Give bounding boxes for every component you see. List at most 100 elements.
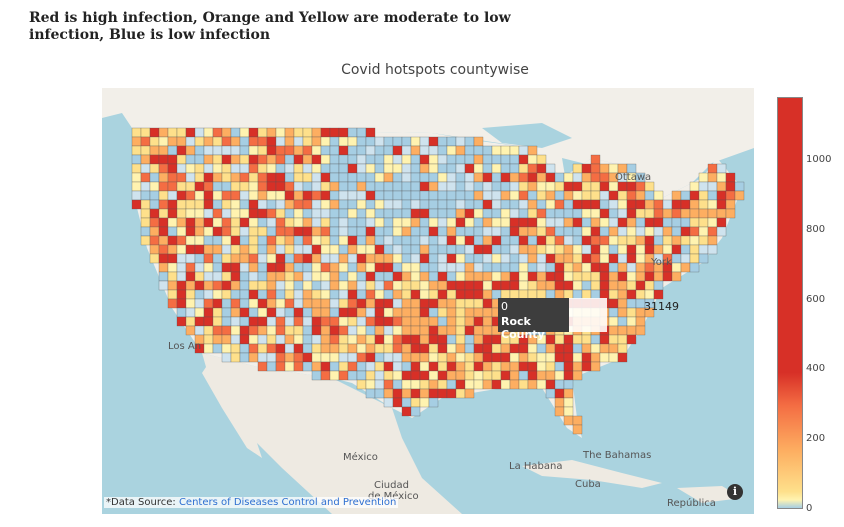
- county-cell[interactable]: [554, 244, 565, 255]
- county-cell[interactable]: [275, 325, 286, 336]
- county-cell[interactable]: [455, 172, 466, 183]
- county-cell[interactable]: [176, 253, 187, 264]
- county-cell[interactable]: [419, 163, 430, 174]
- county-cell[interactable]: [365, 280, 376, 291]
- county-cell[interactable]: [212, 271, 223, 282]
- county-cell[interactable]: [167, 271, 178, 282]
- county-cell[interactable]: [446, 289, 457, 300]
- county-cell[interactable]: [410, 235, 421, 246]
- county-cell[interactable]: [194, 316, 205, 327]
- county-cell[interactable]: [617, 289, 628, 300]
- county-cell[interactable]: [365, 361, 376, 372]
- county-cell[interactable]: [356, 298, 367, 309]
- county-cell[interactable]: [500, 217, 511, 228]
- county-cell[interactable]: [212, 343, 223, 354]
- county-cell[interactable]: [437, 379, 448, 390]
- county-cell[interactable]: [428, 163, 439, 174]
- county-cell[interactable]: [212, 307, 223, 318]
- county-cell[interactable]: [437, 334, 448, 345]
- county-cell[interactable]: [365, 352, 376, 363]
- county-cell[interactable]: [509, 253, 520, 264]
- county-cell[interactable]: [158, 208, 169, 219]
- county-cell[interactable]: [356, 154, 367, 165]
- county-cell[interactable]: [131, 163, 142, 174]
- county-cell[interactable]: [554, 280, 565, 291]
- county-cell[interactable]: [590, 226, 601, 237]
- county-cell[interactable]: [527, 262, 538, 273]
- county-cell[interactable]: [590, 163, 601, 174]
- county-cell[interactable]: [545, 199, 556, 210]
- county-cell[interactable]: [455, 145, 466, 156]
- county-cell[interactable]: [401, 199, 412, 210]
- county-cell[interactable]: [446, 226, 457, 237]
- county-cell[interactable]: [455, 226, 466, 237]
- county-cell[interactable]: [509, 271, 520, 282]
- county-cell[interactable]: [626, 271, 637, 282]
- county-cell[interactable]: [410, 397, 421, 408]
- county-cell[interactable]: [293, 316, 304, 327]
- county-cell[interactable]: [140, 127, 151, 138]
- county-cell[interactable]: [491, 280, 502, 291]
- county-cell[interactable]: [509, 352, 520, 363]
- county-cell[interactable]: [257, 235, 268, 246]
- county-cell[interactable]: [221, 244, 232, 255]
- county-cell[interactable]: [437, 181, 448, 192]
- county-cell[interactable]: [185, 316, 196, 327]
- county-cell[interactable]: [383, 370, 394, 381]
- county-cell[interactable]: [482, 145, 493, 156]
- county-cell[interactable]: [410, 316, 421, 327]
- county-cell[interactable]: [293, 307, 304, 318]
- county-cell[interactable]: [482, 208, 493, 219]
- county-cell[interactable]: [293, 199, 304, 210]
- county-cell[interactable]: [338, 181, 349, 192]
- county-cell[interactable]: [563, 379, 574, 390]
- county-cell[interactable]: [428, 361, 439, 372]
- county-cell[interactable]: [347, 289, 358, 300]
- county-cell[interactable]: [626, 325, 637, 336]
- county-cell[interactable]: [311, 262, 322, 273]
- county-cell[interactable]: [410, 199, 421, 210]
- county-cell[interactable]: [392, 271, 403, 282]
- county-cell[interactable]: [716, 208, 727, 219]
- county-cell[interactable]: [473, 271, 484, 282]
- county-cell[interactable]: [194, 280, 205, 291]
- county-cell[interactable]: [401, 244, 412, 255]
- county-cell[interactable]: [131, 127, 142, 138]
- county-cell[interactable]: [365, 379, 376, 390]
- county-cell[interactable]: [437, 235, 448, 246]
- county-cell[interactable]: [392, 262, 403, 273]
- county-cell[interactable]: [374, 316, 385, 327]
- county-cell[interactable]: [266, 361, 277, 372]
- county-cell[interactable]: [554, 172, 565, 183]
- county-cell[interactable]: [284, 208, 295, 219]
- county-cell[interactable]: [203, 154, 214, 165]
- county-cell[interactable]: [635, 190, 646, 201]
- county-cell[interactable]: [410, 154, 421, 165]
- county-cell[interactable]: [437, 325, 448, 336]
- county-cell[interactable]: [203, 253, 214, 264]
- county-cell[interactable]: [581, 361, 592, 372]
- county-cell[interactable]: [284, 127, 295, 138]
- county-cell[interactable]: [212, 136, 223, 147]
- county-cell[interactable]: [491, 208, 502, 219]
- county-cell[interactable]: [707, 226, 718, 237]
- county-cell[interactable]: [653, 271, 664, 282]
- county-cell[interactable]: [518, 280, 529, 291]
- county-cell[interactable]: [500, 271, 511, 282]
- county-cell[interactable]: [302, 244, 313, 255]
- county-cell[interactable]: [608, 226, 619, 237]
- county-cell[interactable]: [338, 352, 349, 363]
- county-cell[interactable]: [446, 262, 457, 273]
- county-cell[interactable]: [140, 181, 151, 192]
- county-cell[interactable]: [644, 289, 655, 300]
- county-cell[interactable]: [419, 136, 430, 147]
- county-cell[interactable]: [437, 370, 448, 381]
- county-cell[interactable]: [320, 280, 331, 291]
- county-cell[interactable]: [248, 235, 259, 246]
- county-cell[interactable]: [455, 181, 466, 192]
- county-cell[interactable]: [572, 343, 583, 354]
- county-cell[interactable]: [239, 235, 250, 246]
- county-cell[interactable]: [311, 325, 322, 336]
- county-cell[interactable]: [410, 325, 421, 336]
- county-cell[interactable]: [329, 271, 340, 282]
